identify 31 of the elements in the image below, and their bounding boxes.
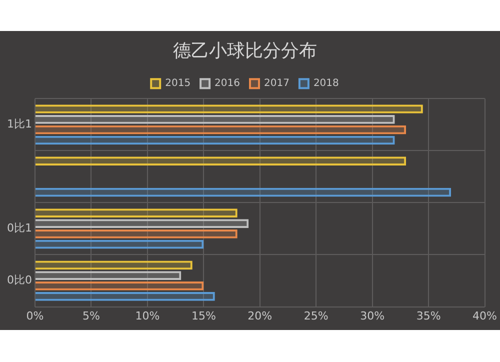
bar	[35, 156, 406, 166]
y-tick-label: 1比1	[6, 117, 32, 130]
bar	[35, 260, 192, 270]
bar	[35, 240, 204, 249]
x-tick-label: 0%	[26, 309, 44, 322]
x-tick-label: 20%	[248, 309, 272, 322]
bar	[35, 271, 182, 280]
bar	[35, 208, 238, 218]
bar	[35, 188, 452, 197]
bar	[35, 230, 238, 238]
bar	[35, 104, 423, 114]
x-tick-label: 25%	[304, 309, 328, 322]
x-tick-label: 5%	[82, 309, 100, 322]
bar	[35, 219, 249, 228]
y-tick-label: 0比0	[6, 274, 32, 287]
bar	[35, 125, 406, 134]
x-tick-label: 10%	[135, 309, 160, 322]
x-tick-label: 15%	[191, 309, 216, 322]
x-tick-label: 30%	[360, 309, 385, 322]
bar	[35, 114, 395, 124]
legend-label: 2017	[264, 78, 290, 90]
y-tick-label: 0比1	[6, 222, 32, 235]
legend-label: 2015	[165, 78, 191, 90]
legend-label: 2018	[313, 78, 339, 90]
legend-label: 2016	[214, 78, 240, 90]
x-tick-label: 35%	[416, 309, 441, 322]
bar	[35, 282, 204, 290]
chart-title: 德乙小球比分分布	[173, 40, 317, 62]
bar	[35, 292, 215, 301]
bar	[35, 136, 395, 145]
x-tick-label: 40%	[472, 309, 497, 322]
